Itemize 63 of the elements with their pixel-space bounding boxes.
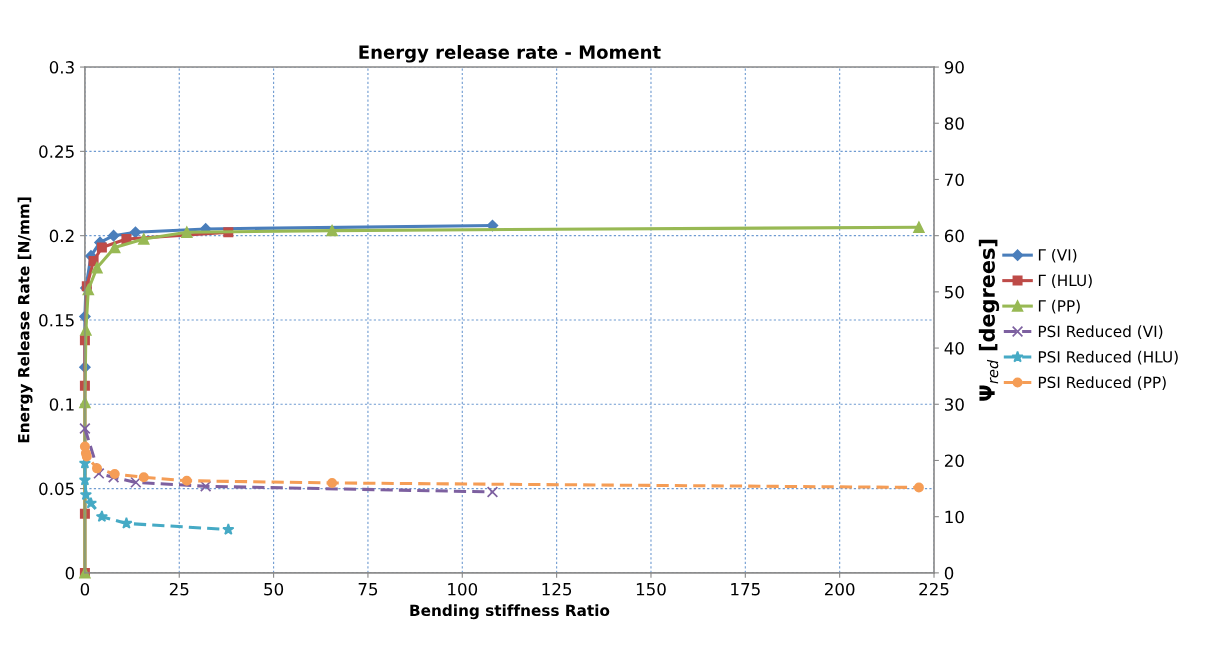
y2-tick-label: 50 [945, 285, 964, 299]
point [109, 241, 121, 254]
point [91, 463, 102, 474]
y2-tick-label: 20 [944, 454, 964, 468]
y2-tick-label: 70 [945, 173, 964, 187]
point [181, 475, 192, 486]
y-tick-label: 0.05 [39, 482, 74, 496]
y2-tick-label: 10 [945, 510, 964, 524]
y2-tick-label: 80 [944, 117, 964, 130]
x-tick-label: 125 [542, 582, 572, 596]
legend-label: PSI Reduced (PP) [1038, 376, 1166, 390]
x-tick-label: 0 [80, 582, 90, 596]
point [486, 486, 499, 498]
point [199, 480, 212, 493]
y2-tick-label: 30 [945, 398, 964, 411]
y-tick-label: 0.2 [49, 229, 74, 243]
legend-label: Γ (VI) [1038, 248, 1077, 263]
point [913, 221, 925, 233]
x-tick-label: 100 [448, 582, 478, 596]
point [138, 472, 149, 483]
x-tick-label: 75 [358, 583, 378, 596]
point [181, 226, 193, 238]
point [138, 233, 150, 245]
y2-tick-label: 60 [944, 229, 964, 243]
legend-label: Γ (PP) [1038, 299, 1080, 314]
point [913, 482, 924, 493]
legend-label: Γ (HLU) [1038, 274, 1092, 288]
x-axis-title: Bending stiffness Ratio [410, 604, 610, 620]
point [107, 229, 120, 242]
x-tick-label: 25 [169, 582, 189, 596]
x-tick-label: 175 [731, 583, 760, 596]
point [109, 468, 120, 479]
y2-tick-label: 0 [944, 566, 954, 580]
y-tick-label: 0.25 [39, 145, 74, 158]
chart-title: Energy release rate - Moment [359, 45, 661, 63]
point [84, 496, 98, 509]
point [78, 473, 92, 486]
y-tick-label: 0 [65, 566, 75, 580]
y2-axis-title: Ψ$_{red}$ [degrees] [978, 239, 1000, 401]
y-axis-title: Energy Release Rate [N/mm] [17, 197, 33, 443]
x-tick-label: 200 [824, 582, 855, 596]
point [327, 477, 338, 488]
y2-tick-label: 90 [944, 61, 964, 74]
point [326, 224, 338, 237]
y-tick-label: 0.15 [39, 313, 74, 327]
y-tick-label: 0.1 [49, 398, 74, 411]
x-tick-label: 225 [919, 582, 949, 596]
y2-tick-label: 40 [944, 342, 964, 355]
point [222, 523, 235, 535]
point [91, 262, 103, 274]
x-tick-label: 150 [636, 582, 666, 596]
point [96, 242, 107, 253]
point [93, 467, 105, 480]
point [88, 255, 99, 266]
legend-label: PSI Reduced (HLU) [1038, 350, 1178, 365]
point [79, 488, 93, 501]
point [120, 517, 133, 529]
point [95, 510, 109, 523]
point [79, 422, 91, 435]
legend-label: PSI Reduced (VI) [1038, 325, 1163, 339]
x-tick-label: 50 [264, 582, 284, 596]
y-tick-label: 0.3 [49, 61, 74, 74]
point [130, 476, 142, 489]
